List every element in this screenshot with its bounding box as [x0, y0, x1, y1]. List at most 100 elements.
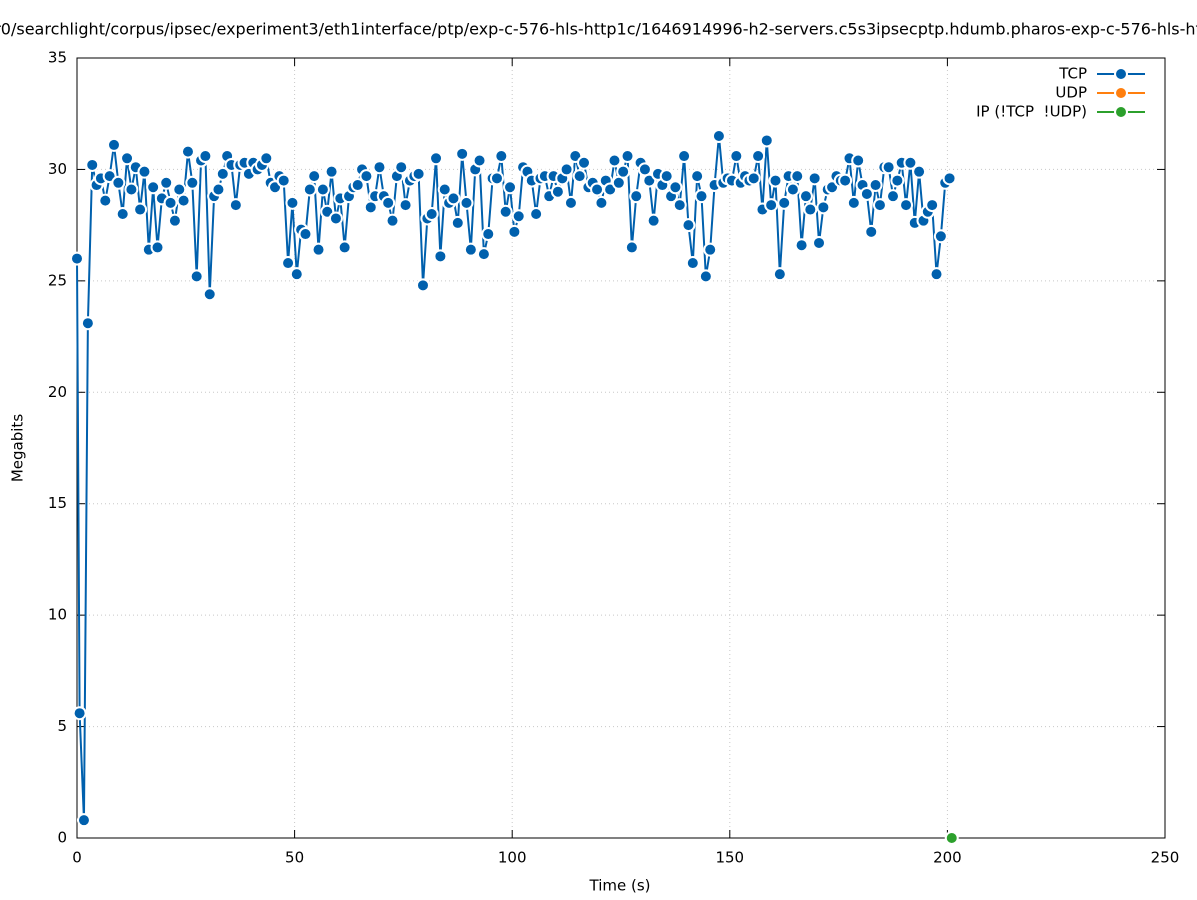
data-point — [563, 195, 578, 210]
data-point — [711, 129, 726, 143]
data-point — [851, 153, 866, 168]
data-point — [944, 831, 959, 845]
data-point — [503, 180, 518, 195]
data-point — [859, 186, 874, 201]
data-point — [463, 242, 478, 257]
data-point — [189, 269, 204, 284]
y-tick-label: 25 — [48, 271, 67, 289]
x-tick-label: 50 — [285, 849, 304, 867]
y-tick-label: 15 — [48, 494, 67, 512]
data-point — [180, 144, 195, 159]
data-point — [215, 166, 230, 181]
data-point — [751, 149, 766, 164]
y-tick-label: 30 — [48, 160, 67, 178]
data-point — [437, 182, 452, 197]
x-tick-label: 0 — [72, 849, 82, 867]
data-point — [202, 287, 217, 302]
data-point — [146, 180, 161, 195]
data-point — [124, 182, 139, 197]
data-point — [481, 227, 496, 242]
data-point — [72, 706, 87, 721]
data-point — [790, 169, 805, 184]
data-point — [120, 151, 135, 166]
data-point — [729, 149, 744, 164]
data-point — [659, 169, 674, 184]
data-point — [899, 198, 914, 213]
data-point — [794, 238, 809, 253]
data-point — [616, 164, 631, 179]
data-point — [942, 171, 957, 186]
data-point — [398, 198, 413, 213]
data-point — [846, 195, 861, 210]
data-point — [746, 171, 761, 186]
data-point — [228, 198, 243, 213]
y-tick-label: 10 — [48, 606, 67, 624]
data-point — [511, 209, 526, 224]
data-point — [111, 175, 126, 190]
data-point — [328, 211, 343, 226]
data-point — [798, 189, 813, 204]
data-point — [864, 224, 879, 239]
data-point — [281, 256, 296, 271]
data-point — [167, 213, 182, 228]
data-point — [159, 175, 174, 190]
data-point — [106, 137, 121, 152]
data-point — [429, 151, 444, 166]
data-point — [886, 189, 900, 204]
data-point — [359, 169, 374, 184]
x-tick-label: 150 — [715, 849, 744, 867]
data-point — [80, 316, 95, 331]
data-point — [115, 207, 130, 221]
data-point — [76, 813, 91, 828]
data-point — [315, 182, 330, 197]
data-point — [594, 195, 609, 210]
data-point — [890, 173, 905, 188]
data-point — [785, 182, 800, 197]
data-point — [455, 146, 470, 161]
data-point — [276, 173, 291, 188]
data-point — [672, 198, 687, 213]
data-point — [70, 251, 84, 266]
data-point — [768, 173, 783, 188]
data-point — [259, 151, 274, 166]
data-point — [459, 195, 474, 210]
data-point — [450, 215, 465, 230]
data-point — [185, 175, 200, 190]
data-point — [620, 149, 635, 164]
data-point — [803, 202, 818, 217]
data-point — [764, 198, 779, 213]
y-axis-label: Megabits — [9, 414, 27, 482]
data-point — [85, 157, 100, 172]
data-point — [607, 153, 622, 168]
data-point — [677, 149, 692, 164]
y-tick-label: 0 — [57, 829, 67, 847]
data-point — [302, 182, 317, 197]
data-point — [807, 171, 822, 186]
data-point — [690, 169, 705, 184]
data-point — [903, 155, 918, 170]
data-point — [577, 155, 592, 170]
legend-label: TCP — [1058, 65, 1087, 83]
x-tick-label: 250 — [1151, 849, 1180, 867]
data-point — [489, 171, 504, 186]
data-point — [163, 195, 178, 210]
data-point — [929, 267, 944, 282]
data-point — [433, 249, 448, 264]
data-point — [394, 160, 409, 175]
data-point — [681, 218, 696, 233]
data-point — [529, 207, 544, 221]
data-point — [550, 184, 565, 199]
legend-marker — [1114, 67, 1128, 81]
x-tick-label: 200 — [933, 849, 962, 867]
data-point — [572, 169, 587, 184]
data-point — [424, 207, 439, 221]
data-point — [411, 166, 426, 181]
data-point — [668, 180, 683, 195]
data-point — [868, 178, 883, 193]
data-point — [476, 247, 491, 262]
data-point — [772, 267, 787, 282]
data-point — [150, 240, 165, 255]
data-point — [372, 160, 387, 175]
